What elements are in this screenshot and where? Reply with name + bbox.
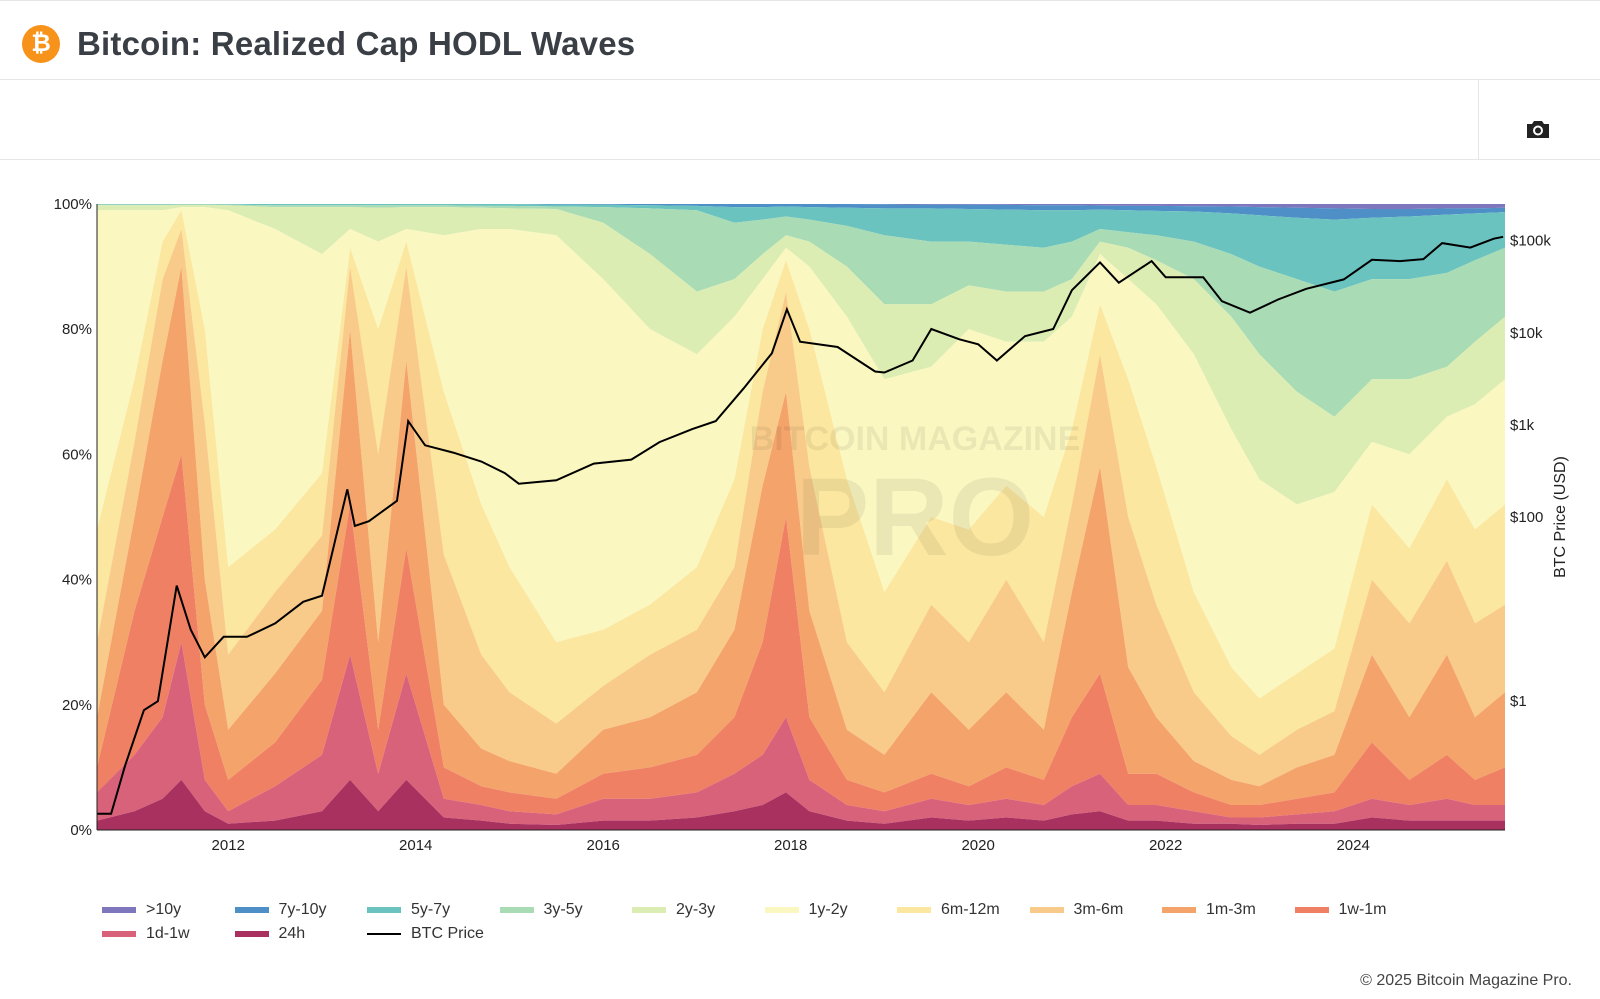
camera-icon[interactable] [1525, 118, 1553, 142]
area-24h [97, 779, 1505, 830]
legend-label: 7y-10y [278, 901, 327, 918]
chart-toolbar [0, 80, 1600, 160]
y-tick-right: $1k [1510, 417, 1535, 434]
area-10y [97, 204, 1505, 209]
y-tick-right: $1 [1510, 693, 1527, 710]
legend-label: 6m-12m [941, 901, 1000, 918]
legend-label: 1w-1m [1338, 901, 1387, 918]
x-tick: 2012 [212, 837, 245, 854]
legend-label: BTC Price [411, 925, 484, 942]
y-tick-right: $100 [1510, 509, 1543, 526]
y-axis-right-ticks: $1 $100 $1k $10k $100k [1510, 233, 1551, 711]
legend-line-swatch [367, 933, 401, 935]
y-tick-left: 80% [62, 321, 92, 338]
legend-swatch [234, 931, 269, 937]
x-tick: 2022 [1149, 837, 1182, 854]
area-1y2y [97, 207, 1505, 699]
y-tick-left: 0% [70, 822, 92, 839]
legend-swatch [102, 931, 136, 937]
y-tick-right: $10k [1510, 325, 1543, 342]
area-1d1w [97, 642, 1505, 825]
legend-label: 1m-3m [1206, 901, 1256, 918]
legend-label: 1d-1w [146, 925, 190, 942]
legend-swatch [764, 907, 799, 913]
area-1m3m [97, 266, 1505, 806]
watermark-line2: PRO [796, 456, 1034, 579]
y-tick-left: 100% [54, 196, 92, 213]
y-tick-left: 40% [62, 572, 92, 589]
legend-swatch [234, 907, 269, 913]
legend-swatch [499, 907, 534, 913]
header: ₿ Bitcoin: Realized Cap HODL Waves [0, 0, 1600, 80]
watermark: BITCOIN MAGAZINE PRO [750, 420, 1081, 579]
area-3m6m [97, 229, 1505, 787]
x-tick: 2018 [774, 837, 807, 854]
x-tick: 2014 [399, 837, 432, 854]
legend-swatch [1294, 907, 1329, 913]
y-tick-right: $100k [1510, 233, 1551, 250]
x-axis-ticks: 2012 2014 2016 2018 2020 2022 2024 [212, 837, 1370, 854]
legend-swatch [367, 907, 401, 913]
hodl-waves-chart: BITCOIN MAGAZINE PRO 0%20%40%60%80%100% … [54, 196, 1569, 854]
legend-swatch [897, 907, 931, 913]
y-axis-left-ticks: 0% 20% 40% 60% 80% 100% [54, 196, 92, 839]
area-1w1m [97, 454, 1505, 818]
area-3y5y [97, 204, 1505, 417]
x-tick: 2024 [1336, 837, 1369, 854]
y-tick-left: 60% [62, 446, 92, 463]
toolbar-divider [1478, 80, 1479, 159]
area-6m12m [97, 210, 1505, 755]
area-5y7y [97, 204, 1505, 292]
legend-label: >10y [146, 901, 182, 918]
area-layers [97, 204, 1505, 830]
legend-label: 5y-7y [411, 901, 451, 918]
btc-price-line [97, 235, 1504, 815]
legend-swatch [102, 907, 136, 913]
copyright: © 2025 Bitcoin Magazine Pro. [1360, 972, 1572, 989]
x-tick: 2020 [961, 837, 994, 854]
bitcoin-logo-icon: ₿ [22, 25, 60, 63]
price-line-group [97, 235, 1504, 815]
y-axis-right-label: BTC Price (USD) [1552, 456, 1569, 578]
legend-label: 2y-3y [676, 901, 716, 918]
y-tick-left: 20% [62, 697, 92, 714]
page-title: Bitcoin: Realized Cap HODL Waves [77, 25, 636, 62]
legend-swatch [1162, 907, 1196, 913]
watermark-line1: BITCOIN MAGAZINE [750, 420, 1081, 458]
x-tick: 2016 [587, 837, 620, 854]
legend-swatch [632, 907, 666, 913]
legend-swatch [1029, 907, 1064, 913]
legend-label: 3y-5y [543, 901, 583, 918]
legend-label: 3m-6m [1073, 901, 1124, 918]
area-2y3y [97, 204, 1505, 505]
legend-label: 1y-2y [808, 901, 848, 918]
area-7y10y [97, 204, 1505, 220]
legend-label: 24h [278, 925, 306, 942]
